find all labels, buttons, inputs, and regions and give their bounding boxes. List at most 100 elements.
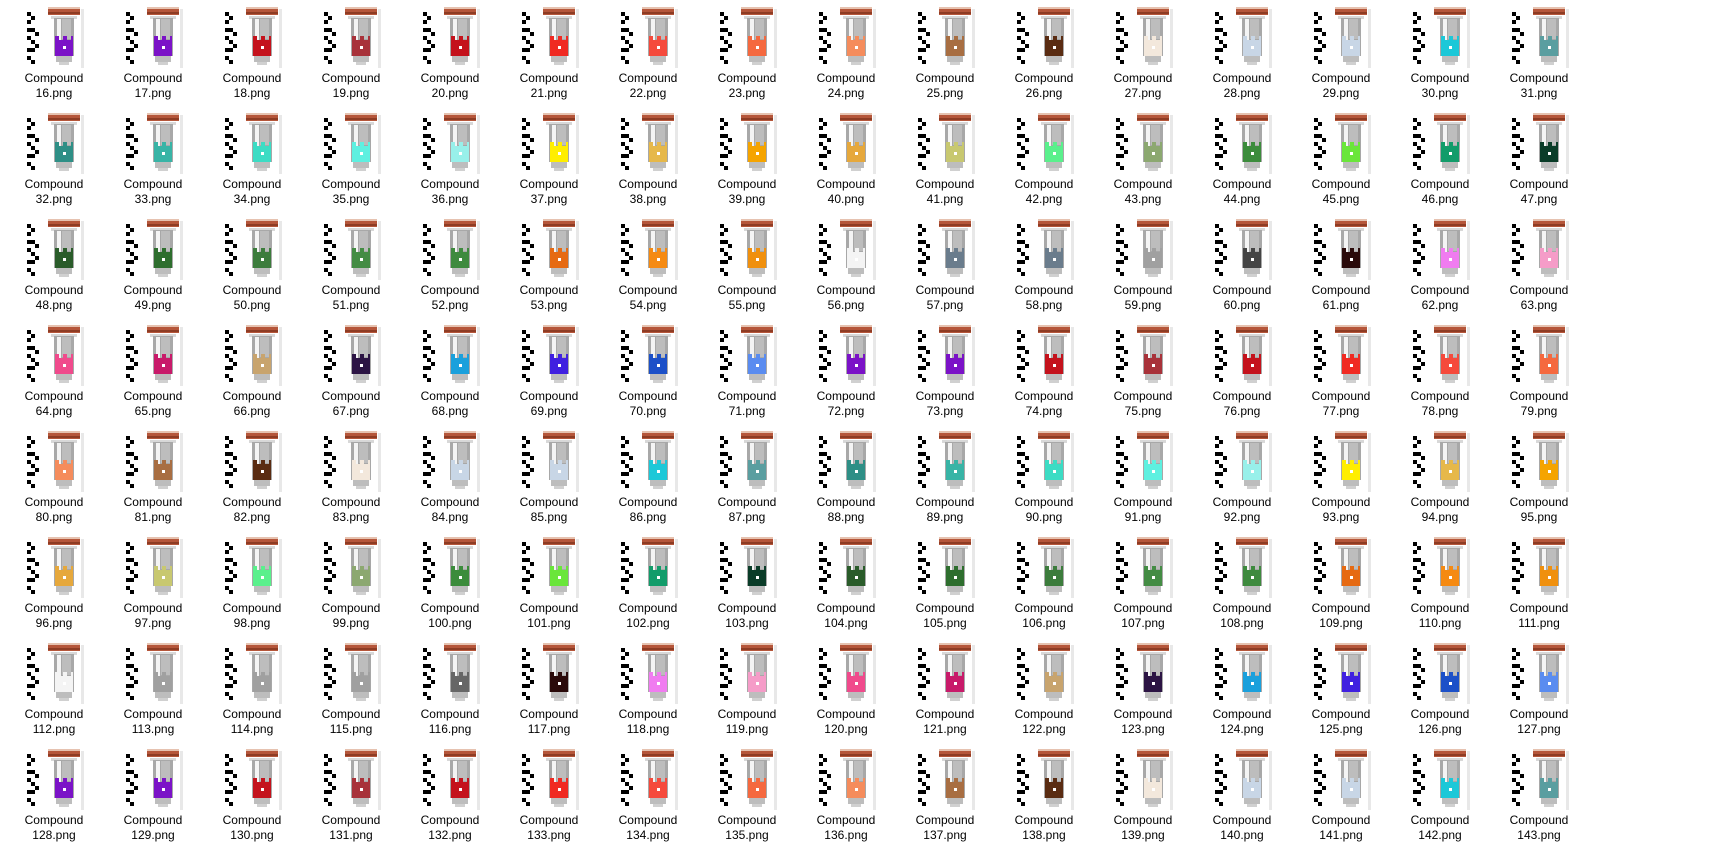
file-item[interactable]: Compound 25.png <box>895 0 995 106</box>
file-item[interactable]: Compound 60.png <box>1192 212 1292 318</box>
file-item[interactable]: Compound 37.png <box>499 106 599 212</box>
file-item[interactable]: Compound 35.png <box>301 106 401 212</box>
file-item[interactable]: Compound 86.png <box>598 424 698 530</box>
file-item[interactable]: Compound 139.png <box>1093 742 1193 848</box>
file-item[interactable]: Compound 41.png <box>895 106 995 212</box>
file-item[interactable]: Compound 81.png <box>103 424 203 530</box>
file-item[interactable]: Compound 128.png <box>4 742 104 848</box>
file-item[interactable]: Compound 136.png <box>796 742 896 848</box>
file-item[interactable]: Compound 59.png <box>1093 212 1193 318</box>
file-item[interactable]: Compound 143.png <box>1489 742 1589 848</box>
file-item[interactable]: Compound 80.png <box>4 424 104 530</box>
file-item[interactable]: Compound 112.png <box>4 636 104 742</box>
file-item[interactable]: Compound 71.png <box>697 318 797 424</box>
file-item[interactable]: Compound 79.png <box>1489 318 1589 424</box>
file-item[interactable]: Compound 118.png <box>598 636 698 742</box>
file-item[interactable]: Compound 107.png <box>1093 530 1193 636</box>
file-item[interactable]: Compound 102.png <box>598 530 698 636</box>
file-item[interactable]: Compound 58.png <box>994 212 1094 318</box>
file-item[interactable]: Compound 68.png <box>400 318 500 424</box>
file-item[interactable]: Compound 55.png <box>697 212 797 318</box>
file-item[interactable]: Compound 54.png <box>598 212 698 318</box>
file-item[interactable]: Compound 16.png <box>4 0 104 106</box>
file-item[interactable]: Compound 85.png <box>499 424 599 530</box>
file-item[interactable]: Compound 108.png <box>1192 530 1292 636</box>
file-item[interactable]: Compound 137.png <box>895 742 995 848</box>
file-item[interactable]: Compound 34.png <box>202 106 302 212</box>
file-item[interactable]: Compound 83.png <box>301 424 401 530</box>
file-item[interactable]: Compound 140.png <box>1192 742 1292 848</box>
file-item[interactable]: Compound 67.png <box>301 318 401 424</box>
file-item[interactable]: Compound 26.png <box>994 0 1094 106</box>
file-item[interactable]: Compound 65.png <box>103 318 203 424</box>
file-item[interactable]: Compound 69.png <box>499 318 599 424</box>
file-item[interactable]: Compound 88.png <box>796 424 896 530</box>
file-item[interactable]: Compound 18.png <box>202 0 302 106</box>
file-item[interactable]: Compound 95.png <box>1489 424 1589 530</box>
file-item[interactable]: Compound 32.png <box>4 106 104 212</box>
file-item[interactable]: Compound 42.png <box>994 106 1094 212</box>
file-item[interactable]: Compound 29.png <box>1291 0 1391 106</box>
file-item[interactable]: Compound 90.png <box>994 424 1094 530</box>
file-item[interactable]: Compound 103.png <box>697 530 797 636</box>
file-item[interactable]: Compound 138.png <box>994 742 1094 848</box>
file-item[interactable]: Compound 104.png <box>796 530 896 636</box>
file-item[interactable]: Compound 98.png <box>202 530 302 636</box>
file-item[interactable]: Compound 141.png <box>1291 742 1391 848</box>
file-item[interactable]: Compound 50.png <box>202 212 302 318</box>
file-item[interactable]: Compound 97.png <box>103 530 203 636</box>
file-item[interactable]: Compound 101.png <box>499 530 599 636</box>
file-item[interactable]: Compound 27.png <box>1093 0 1193 106</box>
file-item[interactable]: Compound 43.png <box>1093 106 1193 212</box>
file-item[interactable]: Compound 52.png <box>400 212 500 318</box>
file-item[interactable]: Compound 93.png <box>1291 424 1391 530</box>
file-item[interactable]: Compound 45.png <box>1291 106 1391 212</box>
file-item[interactable]: Compound 30.png <box>1390 0 1490 106</box>
file-item[interactable]: Compound 100.png <box>400 530 500 636</box>
file-item[interactable]: Compound 22.png <box>598 0 698 106</box>
file-item[interactable]: Compound 82.png <box>202 424 302 530</box>
file-item[interactable]: Compound 72.png <box>796 318 896 424</box>
file-item[interactable]: Compound 61.png <box>1291 212 1391 318</box>
file-item[interactable]: Compound 24.png <box>796 0 896 106</box>
file-item[interactable]: Compound 20.png <box>400 0 500 106</box>
file-item[interactable]: Compound 64.png <box>4 318 104 424</box>
file-item[interactable]: Compound 49.png <box>103 212 203 318</box>
file-item[interactable]: Compound 131.png <box>301 742 401 848</box>
file-item[interactable]: Compound 116.png <box>400 636 500 742</box>
file-item[interactable]: Compound 89.png <box>895 424 995 530</box>
file-item[interactable]: Compound 94.png <box>1390 424 1490 530</box>
file-item[interactable]: Compound 123.png <box>1093 636 1193 742</box>
file-item[interactable]: Compound 31.png <box>1489 0 1589 106</box>
file-item[interactable]: Compound 46.png <box>1390 106 1490 212</box>
file-item[interactable]: Compound 92.png <box>1192 424 1292 530</box>
file-item[interactable]: Compound 73.png <box>895 318 995 424</box>
file-item[interactable]: Compound 36.png <box>400 106 500 212</box>
file-item[interactable]: Compound 127.png <box>1489 636 1589 742</box>
file-item[interactable]: Compound 47.png <box>1489 106 1589 212</box>
file-item[interactable]: Compound 74.png <box>994 318 1094 424</box>
file-item[interactable]: Compound 115.png <box>301 636 401 742</box>
file-item[interactable]: Compound 122.png <box>994 636 1094 742</box>
file-item[interactable]: Compound 129.png <box>103 742 203 848</box>
file-item[interactable]: Compound 87.png <box>697 424 797 530</box>
file-item[interactable]: Compound 121.png <box>895 636 995 742</box>
file-item[interactable]: Compound 119.png <box>697 636 797 742</box>
file-item[interactable]: Compound 38.png <box>598 106 698 212</box>
file-item[interactable]: Compound 23.png <box>697 0 797 106</box>
file-item[interactable]: Compound 48.png <box>4 212 104 318</box>
file-item[interactable]: Compound 57.png <box>895 212 995 318</box>
file-item[interactable]: Compound 124.png <box>1192 636 1292 742</box>
file-item[interactable]: Compound 51.png <box>301 212 401 318</box>
file-item[interactable]: Compound 17.png <box>103 0 203 106</box>
file-item[interactable]: Compound 39.png <box>697 106 797 212</box>
file-item[interactable]: Compound 56.png <box>796 212 896 318</box>
file-item[interactable]: Compound 125.png <box>1291 636 1391 742</box>
file-item[interactable]: Compound 134.png <box>598 742 698 848</box>
file-item[interactable]: Compound 135.png <box>697 742 797 848</box>
file-item[interactable]: Compound 40.png <box>796 106 896 212</box>
file-item[interactable]: Compound 76.png <box>1192 318 1292 424</box>
file-item[interactable]: Compound 142.png <box>1390 742 1490 848</box>
file-item[interactable]: Compound 133.png <box>499 742 599 848</box>
file-item[interactable]: Compound 126.png <box>1390 636 1490 742</box>
